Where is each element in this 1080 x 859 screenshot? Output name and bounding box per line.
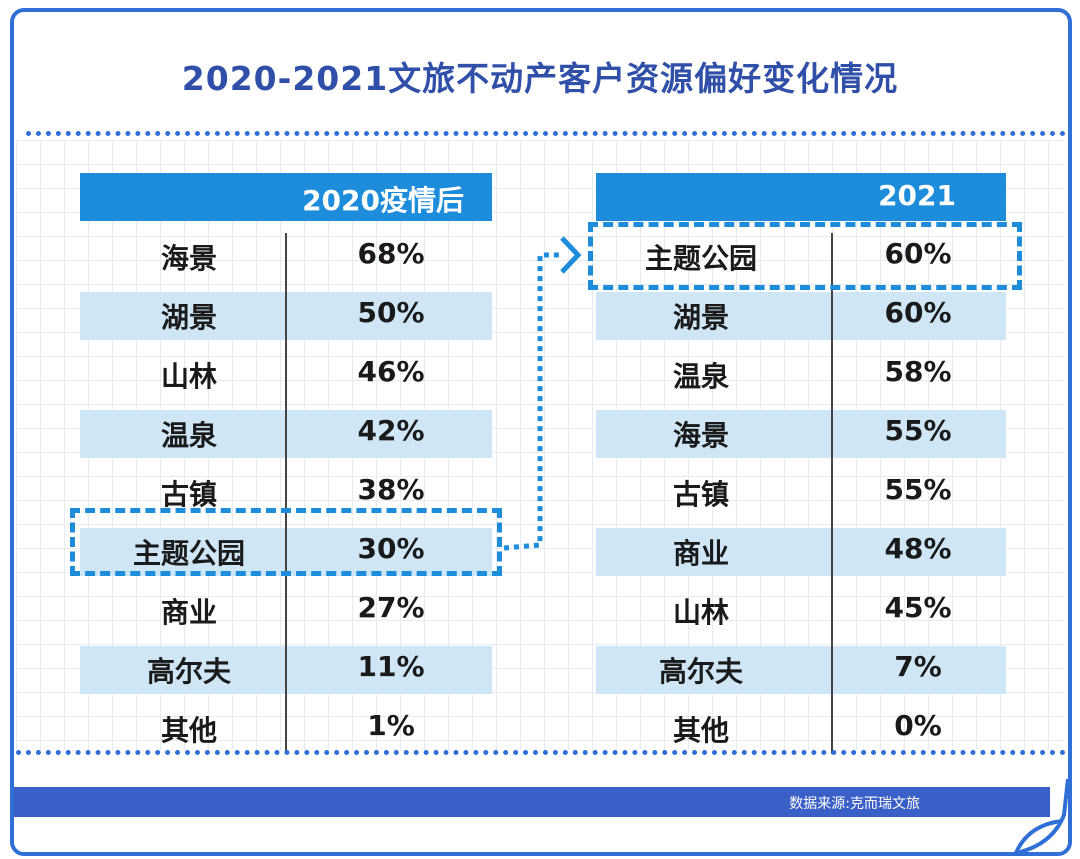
row-percentage: 68% — [357, 237, 425, 270]
row-category: 商业 — [160, 596, 217, 629]
table-row: 海景 55% — [596, 410, 1006, 458]
row-category: 海景 — [160, 242, 217, 275]
table-row: 主题公园 60% — [596, 233, 1006, 281]
left-table: 2020疫情后 海景 68% 湖景 50% 山林 46% 温泉 42% 古镇 38% 主题公园 30%… — [80, 173, 492, 754]
row-percentage: 27% — [357, 591, 425, 624]
row-percentage: 0% — [894, 709, 942, 742]
row-category: 温泉 — [160, 419, 217, 452]
page-title: 2020-2021文旅不动产客户资源偏好变化情况 — [181, 59, 899, 98]
row-category: 古镇 — [672, 478, 729, 511]
row-percentage: 7% — [894, 650, 942, 683]
table-row: 高尔夫 7% — [596, 646, 1006, 694]
row-percentage: 45% — [884, 591, 952, 624]
left-table-header: 2020疫情后 — [80, 173, 492, 221]
row-percentage: 46% — [357, 355, 425, 388]
table-row: 古镇 55% — [596, 469, 1006, 517]
table-row: 山林 46% — [80, 351, 492, 399]
row-percentage: 58% — [884, 355, 952, 388]
row-category: 其他 — [160, 714, 217, 747]
row-category: 主题公园 — [644, 242, 757, 275]
row-category: 商业 — [672, 537, 729, 570]
left-table-header-label: 2020疫情后 — [302, 184, 464, 217]
row-percentage: 38% — [357, 473, 425, 506]
row-percentage: 11% — [357, 650, 425, 683]
table-row: 古镇 38% — [80, 469, 492, 517]
row-percentage: 60% — [884, 237, 952, 270]
row-percentage: 50% — [357, 296, 425, 329]
right-table-header-label: 2021 — [878, 179, 956, 212]
table-row: 商业 27% — [80, 587, 492, 635]
row-category: 古镇 — [160, 478, 217, 511]
source-note: 数据来源:克而瑞文旅 — [789, 796, 920, 812]
row-percentage: 42% — [357, 414, 425, 447]
table-row: 其他 0% — [596, 705, 1006, 753]
right-table-header: 2021 — [596, 173, 1006, 221]
table-row: 商业 48% — [596, 528, 1006, 576]
row-category: 主题公园 — [132, 537, 245, 570]
column-divider — [831, 233, 833, 754]
page-curl-icon — [1014, 778, 1070, 855]
row-percentage: 55% — [884, 414, 952, 447]
right-highlight-box — [588, 222, 1022, 290]
bottom-dotted-divider — [16, 750, 1066, 755]
row-category: 湖景 — [672, 301, 729, 334]
footer-bar — [14, 787, 1050, 817]
left-highlight-box — [70, 508, 502, 576]
row-percentage: 30% — [357, 532, 425, 565]
row-category: 湖景 — [160, 301, 217, 334]
column-divider — [285, 233, 287, 754]
table-row: 山林 45% — [596, 587, 1006, 635]
row-category: 海景 — [672, 419, 729, 452]
right-table: 2021 主题公园 60% 湖景 60% 温泉 58% 海景 55% 古镇 55% 商业 48% 山林 4… — [596, 173, 1006, 754]
table-row: 温泉 58% — [596, 351, 1006, 399]
row-percentage: 55% — [884, 473, 952, 506]
table-row: 其他 1% — [80, 705, 492, 753]
top-dotted-divider — [26, 131, 1066, 136]
row-category: 其他 — [672, 714, 729, 747]
row-category: 温泉 — [672, 360, 729, 393]
row-category: 山林 — [160, 360, 217, 393]
row-percentage: 48% — [884, 532, 952, 565]
row-percentage: 1% — [367, 709, 415, 742]
table-row: 海景 68% — [80, 233, 492, 281]
row-category: 高尔夫 — [146, 655, 231, 688]
row-category: 高尔夫 — [658, 655, 743, 688]
row-percentage: 60% — [884, 296, 952, 329]
table-row: 湖景 60% — [596, 292, 1006, 340]
row-category: 山林 — [672, 596, 729, 629]
